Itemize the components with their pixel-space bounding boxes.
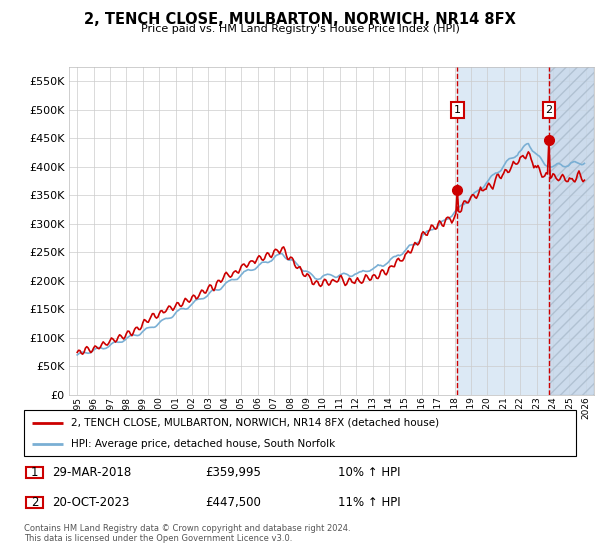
Text: £447,500: £447,500 — [205, 496, 261, 509]
Text: 29-MAR-2018: 29-MAR-2018 — [53, 466, 132, 479]
FancyBboxPatch shape — [26, 497, 43, 508]
Text: 1: 1 — [454, 105, 461, 115]
Text: 1: 1 — [31, 466, 38, 479]
Text: 2, TENCH CLOSE, MULBARTON, NORWICH, NR14 8FX: 2, TENCH CLOSE, MULBARTON, NORWICH, NR14… — [84, 12, 516, 27]
FancyBboxPatch shape — [24, 410, 576, 456]
Text: Price paid vs. HM Land Registry's House Price Index (HPI): Price paid vs. HM Land Registry's House … — [140, 24, 460, 34]
Text: 2: 2 — [31, 496, 38, 509]
FancyBboxPatch shape — [26, 467, 43, 478]
Bar — [549, 53, 594, 395]
Text: 20-OCT-2023: 20-OCT-2023 — [53, 496, 130, 509]
Text: Contains HM Land Registry data © Crown copyright and database right 2024.
This d: Contains HM Land Registry data © Crown c… — [24, 524, 350, 543]
Text: 10% ↑ HPI: 10% ↑ HPI — [338, 466, 401, 479]
Text: HPI: Average price, detached house, South Norfolk: HPI: Average price, detached house, Sout… — [71, 439, 335, 449]
Text: 2, TENCH CLOSE, MULBARTON, NORWICH, NR14 8FX (detached house): 2, TENCH CLOSE, MULBARTON, NORWICH, NR14… — [71, 418, 439, 428]
Text: 11% ↑ HPI: 11% ↑ HPI — [338, 496, 401, 509]
Text: £359,995: £359,995 — [205, 466, 261, 479]
Bar — [457, 67, 594, 395]
Text: 2: 2 — [545, 105, 553, 115]
